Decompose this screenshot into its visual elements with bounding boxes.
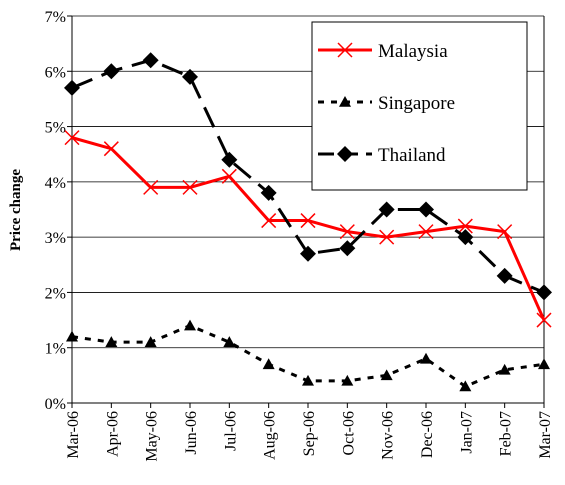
x-tick-label: May-06 bbox=[144, 411, 161, 462]
x-tick-label: Nov-06 bbox=[380, 411, 397, 460]
data-point-singapore bbox=[105, 336, 118, 347]
data-point-malaysia bbox=[221, 168, 237, 184]
data-point-thailand bbox=[418, 201, 434, 218]
x-tick-label: Feb-07 bbox=[498, 411, 515, 456]
data-point-thailand bbox=[260, 184, 277, 201]
data-point-thailand bbox=[339, 240, 356, 257]
data-point-singapore bbox=[262, 358, 275, 370]
legend-label-thailand: Thailand bbox=[378, 145, 446, 166]
data-point-malaysia bbox=[497, 224, 513, 240]
series-malaysia bbox=[64, 130, 552, 328]
data-point-malaysia bbox=[143, 179, 159, 195]
x-tick-label: Oct-06 bbox=[340, 411, 357, 455]
x-tick-label: Jun-06 bbox=[183, 411, 200, 455]
data-point-singapore bbox=[538, 358, 550, 370]
data-point-malaysia bbox=[339, 224, 355, 240]
data-point-singapore bbox=[380, 369, 393, 381]
data-point-malaysia bbox=[64, 130, 80, 146]
series-singapore bbox=[66, 319, 550, 392]
data-point-singapore bbox=[223, 336, 236, 347]
data-point-thailand bbox=[142, 52, 159, 69]
data-point-thailand bbox=[64, 79, 80, 96]
data-point-thailand bbox=[457, 229, 474, 246]
x-tick-label: Jan-07 bbox=[458, 411, 475, 454]
data-point-thailand bbox=[103, 63, 120, 80]
data-point-thailand bbox=[221, 151, 238, 168]
legend-marker-malaysia bbox=[337, 42, 353, 58]
data-point-malaysia bbox=[182, 179, 198, 195]
data-point-singapore bbox=[459, 380, 472, 392]
data-point-malaysia bbox=[536, 312, 552, 328]
y-tick-label: 3% bbox=[45, 230, 66, 247]
data-point-malaysia bbox=[261, 213, 277, 229]
data-point-thailand bbox=[536, 284, 552, 301]
data-point-singapore bbox=[498, 363, 511, 375]
y-tick-label: 5% bbox=[45, 120, 66, 137]
data-point-thailand bbox=[496, 267, 513, 284]
data-point-singapore bbox=[302, 374, 314, 386]
series-thailand bbox=[64, 52, 552, 301]
x-tick-labels: Mar-06 Apr-06 May-06 Jun-06 Jul-06 Aug-06 Sep-… bbox=[65, 403, 554, 462]
data-point-thailand bbox=[182, 68, 198, 85]
legend-marker-thailand bbox=[337, 146, 353, 162]
y-axis-title: Price change bbox=[8, 169, 24, 251]
x-tick-label: Mar-07 bbox=[537, 411, 554, 459]
legend: Malaysia Singapore Thailand bbox=[311, 21, 528, 191]
data-point-singapore bbox=[341, 374, 354, 386]
data-point-singapore bbox=[66, 330, 78, 342]
data-point-malaysia bbox=[379, 229, 395, 245]
y-tick-label: 4% bbox=[45, 175, 66, 192]
series-layer bbox=[64, 52, 552, 392]
grid-lines bbox=[72, 15, 544, 349]
x-tick-label: Sep-06 bbox=[301, 411, 318, 456]
legend-label-singapore: Singapore bbox=[378, 93, 455, 114]
data-point-singapore bbox=[144, 336, 157, 347]
y-tick-label: 1% bbox=[45, 341, 66, 358]
data-point-malaysia bbox=[418, 224, 434, 240]
data-point-malaysia bbox=[103, 141, 119, 157]
data-point-malaysia bbox=[300, 213, 316, 229]
legend-label-malaysia: Malaysia bbox=[378, 41, 448, 62]
y-tick-label: 6% bbox=[45, 64, 66, 81]
x-tick-label: Dec-06 bbox=[419, 411, 436, 458]
data-point-singapore bbox=[420, 352, 432, 364]
x-tick-label: Aug-06 bbox=[262, 411, 279, 460]
y-tick-label: 2% bbox=[45, 285, 66, 302]
data-point-singapore bbox=[184, 319, 196, 331]
data-point-malaysia bbox=[457, 218, 473, 234]
y-tick-label: 0% bbox=[45, 396, 66, 413]
legend-marker-singapore bbox=[339, 96, 351, 107]
y-tick-labels: 0% 1% 2% 3% 4% 5% 6% 7% bbox=[45, 9, 72, 413]
data-point-thailand bbox=[300, 245, 316, 262]
x-tick-label: Mar-06 bbox=[65, 411, 82, 459]
y-tick-label: 7% bbox=[45, 9, 66, 26]
x-tick-label: Jul-06 bbox=[222, 411, 239, 451]
x-tick-label: Apr-06 bbox=[104, 411, 121, 457]
data-point-thailand bbox=[378, 201, 395, 218]
